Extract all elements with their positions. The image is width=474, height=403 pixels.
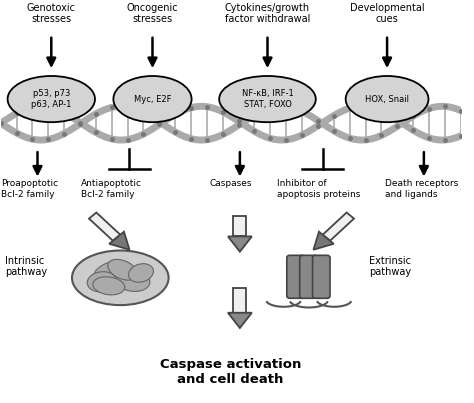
- Text: Inhibitor of
apoptosis proteins: Inhibitor of apoptosis proteins: [277, 179, 360, 199]
- Ellipse shape: [219, 76, 316, 122]
- Text: Myc, E2F: Myc, E2F: [134, 95, 171, 104]
- Ellipse shape: [346, 76, 428, 122]
- Ellipse shape: [114, 268, 150, 291]
- Polygon shape: [89, 212, 120, 241]
- FancyBboxPatch shape: [287, 256, 304, 298]
- Text: Cytokines/growth
factor withdrawal: Cytokines/growth factor withdrawal: [225, 3, 310, 24]
- Polygon shape: [233, 216, 246, 237]
- Text: Oncogenic
stresses: Oncogenic stresses: [127, 3, 178, 24]
- Text: Death receptors
and ligands: Death receptors and ligands: [385, 179, 458, 199]
- Ellipse shape: [8, 76, 95, 122]
- Polygon shape: [323, 212, 354, 241]
- FancyBboxPatch shape: [312, 256, 330, 298]
- Ellipse shape: [93, 277, 125, 295]
- Text: NF-κB, IRF-1
STAT, FOXO: NF-κB, IRF-1 STAT, FOXO: [242, 89, 293, 109]
- Text: Genotoxic
stresses: Genotoxic stresses: [27, 3, 76, 24]
- Text: Intrinsic
pathway: Intrinsic pathway: [5, 256, 47, 277]
- Polygon shape: [109, 232, 129, 250]
- Text: Caspases: Caspases: [210, 179, 253, 189]
- Ellipse shape: [128, 264, 154, 282]
- Ellipse shape: [93, 261, 133, 287]
- FancyBboxPatch shape: [300, 256, 317, 298]
- Polygon shape: [233, 288, 246, 313]
- Polygon shape: [313, 232, 334, 250]
- Polygon shape: [228, 237, 252, 252]
- Text: Caspase activation
and cell death: Caspase activation and cell death: [160, 358, 301, 386]
- Polygon shape: [228, 313, 252, 328]
- Text: Extrinsic
pathway: Extrinsic pathway: [369, 256, 411, 277]
- Text: Antiapoptotic
Bcl-2 family: Antiapoptotic Bcl-2 family: [81, 179, 142, 199]
- Text: Proapoptotic
Bcl-2 family: Proapoptotic Bcl-2 family: [0, 179, 58, 199]
- Text: Developmental
cues: Developmental cues: [350, 3, 424, 24]
- Ellipse shape: [113, 76, 191, 122]
- Ellipse shape: [87, 272, 117, 292]
- Ellipse shape: [108, 260, 137, 280]
- Text: HOX, Snail: HOX, Snail: [365, 95, 409, 104]
- Text: p53, p73
p63, AP-1: p53, p73 p63, AP-1: [31, 89, 72, 109]
- Ellipse shape: [72, 251, 169, 305]
